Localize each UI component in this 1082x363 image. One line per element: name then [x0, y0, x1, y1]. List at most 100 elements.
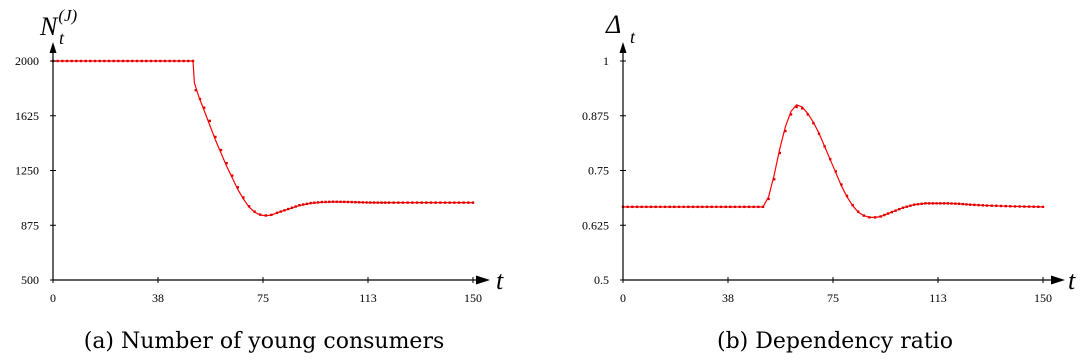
data-point-b	[883, 213, 886, 217]
data-point-b	[954, 202, 957, 205]
data-point-b	[733, 205, 737, 209]
data-point-b	[957, 202, 961, 205]
data-point-b	[901, 206, 905, 209]
data-point-b	[635, 205, 639, 209]
caption-a: (a) Number of young consumers	[84, 329, 445, 354]
data-point-b	[659, 205, 662, 209]
data-point-a	[439, 201, 442, 204]
data-point-a	[145, 59, 148, 63]
data-point-a	[320, 200, 323, 204]
data-point-b	[942, 202, 946, 205]
data-point-b	[1032, 205, 1035, 208]
data-point-a	[365, 201, 368, 204]
data-point-a	[203, 106, 206, 109]
x-tick-label-a: 75	[257, 291, 269, 305]
data-point-b	[886, 212, 890, 215]
x-tick-label-a: 113	[359, 291, 377, 305]
data-point-b	[645, 205, 648, 209]
data-point-a	[154, 59, 157, 63]
data-point-a	[107, 59, 111, 63]
data-point-b	[1041, 205, 1045, 209]
x-tick-label-b: 75	[827, 291, 839, 305]
data-point-b	[1037, 205, 1040, 208]
data-point-b	[649, 205, 653, 209]
data-point-a	[457, 201, 461, 204]
data-point-b	[845, 194, 849, 198]
plot-area-a	[51, 59, 475, 217]
data-point-a	[75, 59, 78, 63]
y-tick-label-a: 2000	[15, 54, 39, 68]
data-point-a	[168, 59, 171, 63]
y-tick-label-a: 500	[21, 273, 39, 287]
x-axis-label-a: t	[496, 266, 504, 295]
data-point-a	[357, 201, 361, 204]
data-point-a	[198, 97, 202, 101]
data-point-b	[916, 203, 920, 206]
data-point-a	[448, 201, 451, 204]
data-point-b	[868, 216, 871, 219]
data-point-b	[946, 202, 949, 205]
x-tick-label-b: 38	[722, 291, 734, 305]
plot-area-b	[621, 104, 1045, 219]
data-point-b	[969, 203, 972, 206]
data-point-a	[443, 201, 447, 204]
data-point-a	[369, 201, 372, 204]
data-point-b	[894, 209, 897, 212]
data-point-b	[935, 202, 938, 205]
data-point-b	[757, 205, 760, 209]
data-point-b	[724, 205, 727, 209]
data-point-a	[208, 119, 211, 123]
data-point-a	[324, 200, 327, 204]
data-point-a	[191, 59, 195, 63]
data-point-b	[879, 215, 882, 218]
data-point-b	[682, 205, 685, 209]
data-point-a	[294, 205, 297, 208]
y-tick-label-b: 1	[603, 54, 609, 68]
series-line-a	[53, 60, 473, 217]
data-point-b	[1023, 205, 1026, 208]
data-point-a	[84, 59, 87, 63]
data-point-b	[999, 204, 1003, 208]
data-point-b	[789, 113, 793, 116]
data-point-a	[376, 201, 379, 204]
series-line-b	[623, 104, 1044, 218]
data-point-b	[761, 205, 765, 209]
x-ticks-a: 0 38 75 113 150	[50, 277, 482, 305]
data-point-b	[931, 202, 935, 205]
y-tick-label-a: 875	[21, 218, 39, 232]
data-point-b	[927, 202, 931, 205]
data-point-b	[1004, 204, 1007, 208]
data-point-a	[283, 209, 286, 212]
data-point-b	[743, 205, 746, 209]
data-point-b	[909, 204, 912, 207]
y-axis-label-a: N(J)	[39, 6, 78, 41]
data-point-b	[1009, 205, 1012, 208]
data-point-b	[890, 210, 893, 214]
data-point-a	[339, 200, 342, 204]
data-point-b	[973, 203, 976, 207]
data-point-b	[920, 202, 923, 205]
data-point-a	[301, 203, 305, 206]
data-point-a	[173, 59, 176, 63]
data-point-a	[279, 210, 282, 213]
data-point-a	[65, 59, 69, 63]
caption-b: (b) Dependency ratio	[717, 329, 953, 354]
series-markers-a	[51, 59, 475, 217]
y-tick-label-b: 0.875	[582, 109, 609, 123]
data-point-b	[898, 207, 901, 211]
data-point-b	[1013, 205, 1017, 208]
y-axis-label-sub-a: t	[59, 28, 65, 48]
data-point-b	[840, 183, 843, 186]
y-ticks-a: 500 875 1250 1625 2000	[15, 54, 56, 287]
data-point-b	[654, 205, 657, 209]
data-point-b	[640, 205, 643, 209]
x-tick-label-b: 113	[929, 291, 947, 305]
data-point-b	[977, 203, 980, 207]
data-point-a	[415, 201, 419, 204]
data-point-a	[103, 59, 106, 63]
data-point-b	[738, 205, 741, 209]
data-point-a	[350, 200, 353, 204]
data-point-a	[89, 59, 92, 63]
data-point-b	[806, 113, 809, 116]
data-point-a	[343, 200, 346, 204]
